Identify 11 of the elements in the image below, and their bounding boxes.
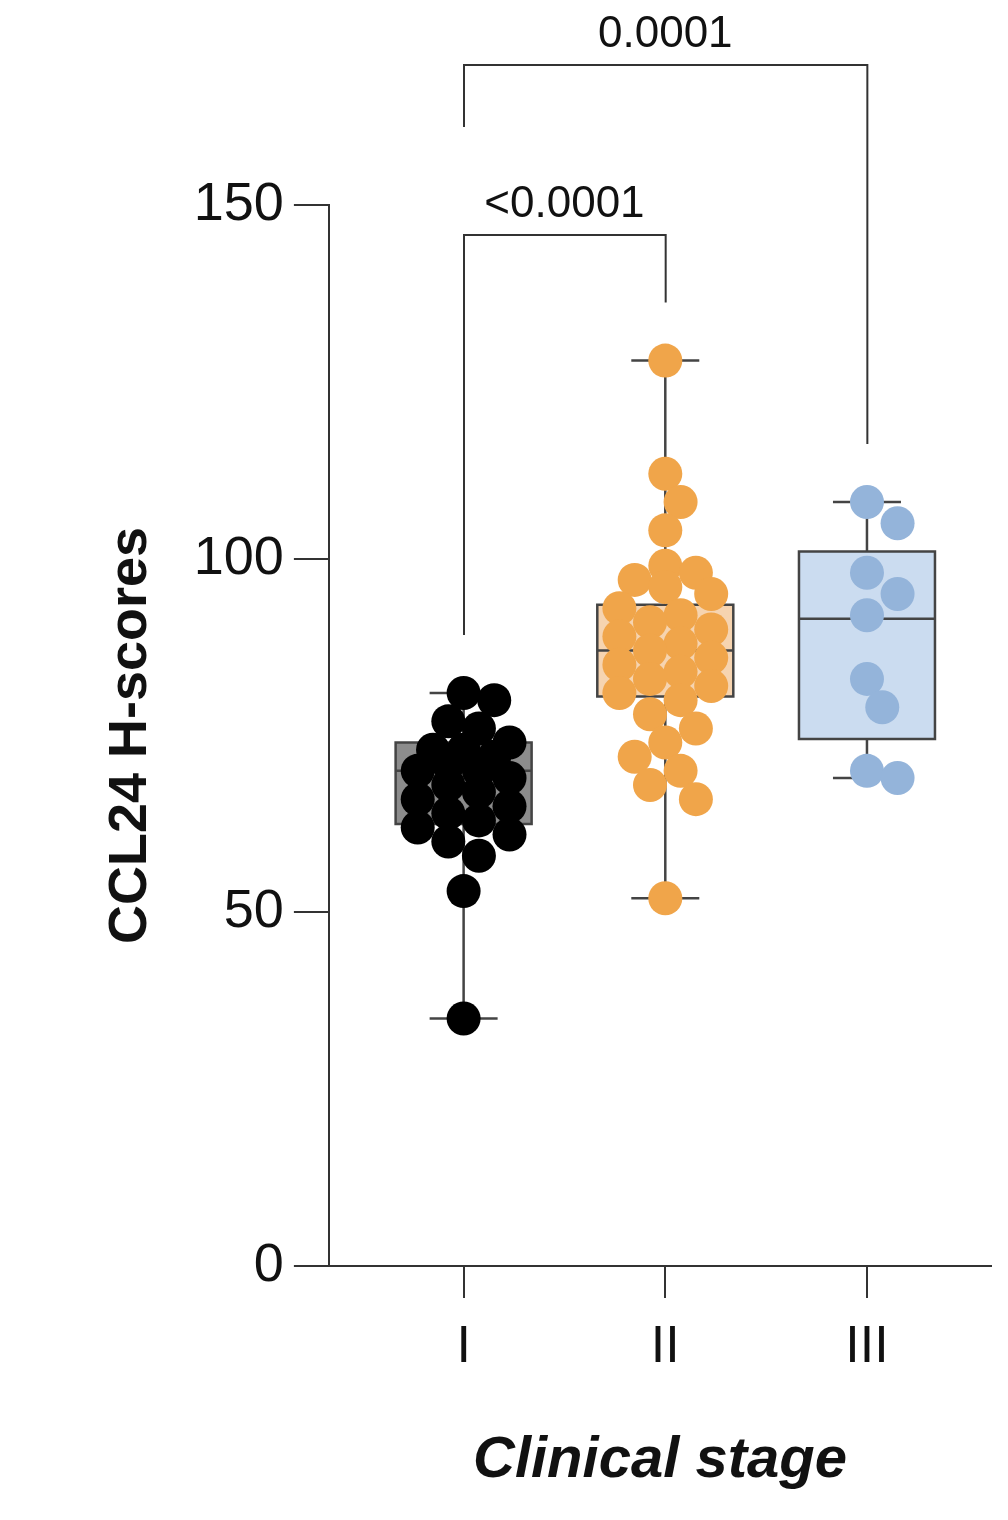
y-tick-label: 100 xyxy=(193,524,284,585)
x-axis-title: Clinical stage xyxy=(472,1424,847,1490)
text: 0.0001 xyxy=(598,7,733,57)
x-tick-label: II xyxy=(650,1314,680,1373)
x-tick-label: III xyxy=(845,1314,889,1373)
y-tick-label: 150 xyxy=(193,170,284,231)
y-tick-label: 50 xyxy=(223,878,284,939)
y-tick-label: 0 xyxy=(253,1231,284,1292)
x-tick-label: I xyxy=(456,1314,471,1373)
y-axis-title: CCL24 H-scores xyxy=(97,526,158,945)
annotation: <0.0001 xyxy=(484,177,645,227)
